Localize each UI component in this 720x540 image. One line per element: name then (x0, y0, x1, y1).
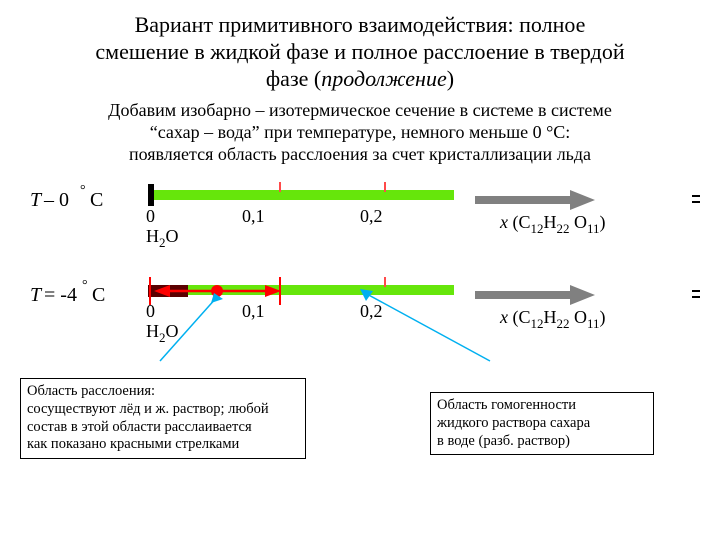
diagram: T – 0 ° C 0 0,1 0,2 H2O x (C12H22 O11) T… (20, 176, 700, 376)
subtitle: Добавим изобарно – изотермическое сечени… (20, 100, 700, 166)
note-right-l1: Область гомогенности (437, 397, 576, 413)
temp1-sep: – 0 (43, 189, 69, 211)
note-right: Область гомогенности жидкого раствора са… (430, 392, 654, 455)
notes-area: Область расслоения: сосуществуют лёд и ж… (20, 378, 700, 498)
title-line3a: фазе ( (266, 66, 321, 91)
note-right-l3: в воде (разб. раствор) (437, 433, 570, 449)
callout-right-line (365, 293, 490, 361)
bar1-tick0: 0 (146, 206, 155, 226)
subtitle-line2: “сахар – вода” при температуре, немного … (150, 122, 571, 142)
bar1-zero-mark (148, 184, 154, 206)
bar2-tick0: 0 (146, 301, 155, 321)
title-line2: смешение в жидкой фазе и полное расслоен… (95, 39, 624, 64)
page-title: Вариант примитивного взаимодействия: пол… (20, 12, 700, 92)
bar1-green (154, 190, 454, 200)
subtitle-line1: Добавим изобарно – изотермическое сечени… (108, 100, 612, 120)
temp2-val: = -4 (44, 284, 77, 306)
title-line1: Вариант примитивного взаимодействия: пол… (135, 12, 586, 37)
note-left: Область расслоения: сосуществуют лёд и ж… (20, 378, 306, 459)
bar2-arrow-right (475, 285, 595, 305)
bar1-tick2: 0,2 (360, 206, 383, 226)
temp1-C: C (90, 189, 103, 211)
bar1-h2o: H2O (146, 226, 179, 250)
note-left-l1: Область расслоения: (27, 383, 155, 399)
bar2-tick2: 0,2 (360, 301, 383, 321)
temp2-T: T (30, 284, 43, 306)
bar2-h2o: H2O (146, 321, 179, 345)
title-line3c: ) (447, 66, 454, 91)
bar1-arrow-right (475, 190, 595, 210)
title-line3b: продолжение (321, 66, 447, 91)
bar1-tick1: 0,1 (242, 206, 265, 226)
temp2-C: C (92, 284, 105, 306)
note-left-l3: состав в этой области расслаивается (27, 419, 252, 435)
note-left-l2: сосуществуют лёд и ж. раствор; любой (27, 401, 269, 417)
subtitle-line3: появляется область расслоения за счет кр… (129, 144, 591, 164)
note-left-l4: как показано красными стрелками (27, 436, 239, 452)
note-right-l2: жидкого раствора сахара (437, 415, 590, 431)
temp1-T: T (30, 189, 43, 211)
bar2-xlabel: x (C12H22 O11) (499, 307, 606, 331)
bar1-xlabel: x (C12H22 O11) (499, 212, 606, 236)
temp1-deg: ° (80, 183, 86, 198)
temp2-deg: ° (82, 278, 88, 293)
bar2-tick1: 0,1 (242, 301, 265, 321)
